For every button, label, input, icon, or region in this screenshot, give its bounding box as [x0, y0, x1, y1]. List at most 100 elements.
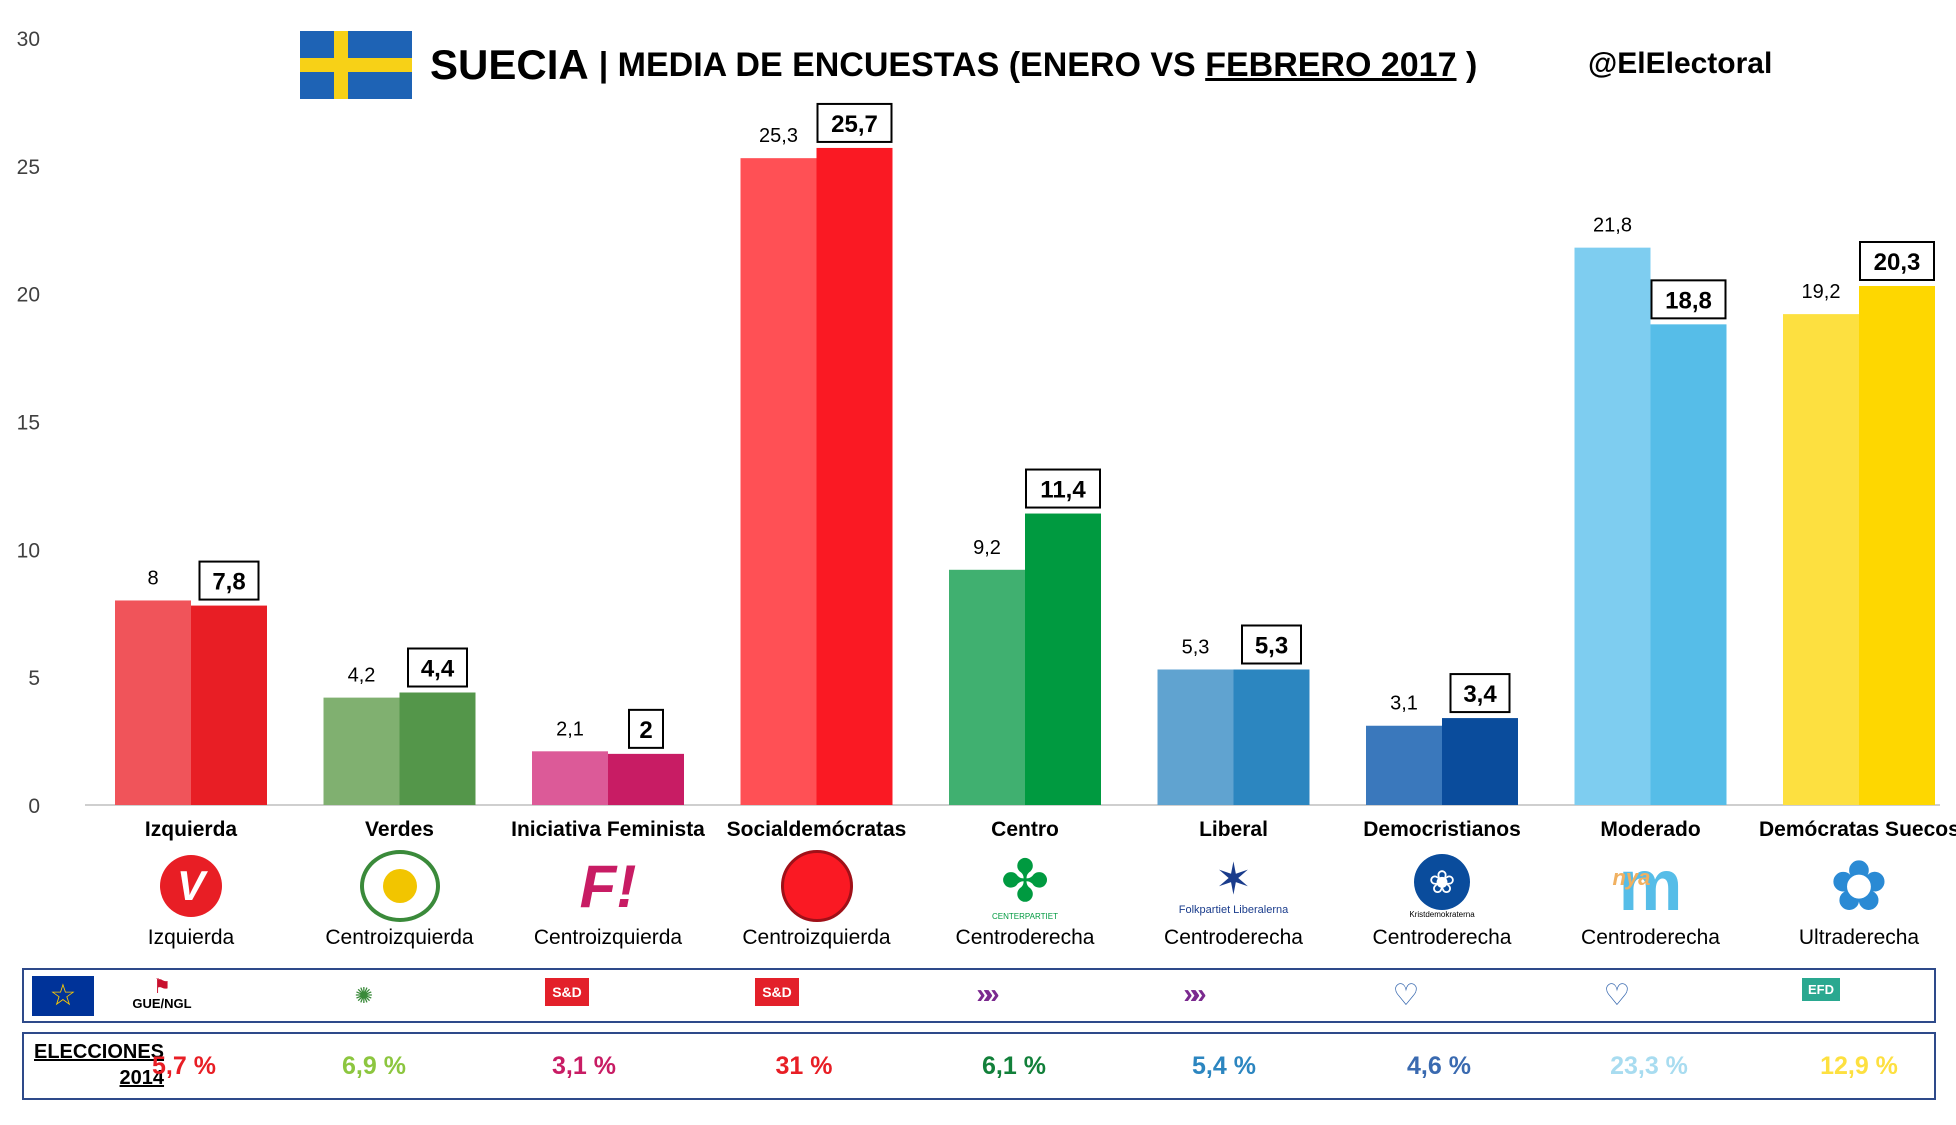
- data-label-febrero: 2: [639, 717, 652, 744]
- bar-febrero: [1442, 718, 1518, 805]
- election-2014-value: 6,9 %: [342, 1052, 406, 1080]
- subtitle-underlined: FEBRERO 2017: [1205, 45, 1457, 84]
- bar-enero: [1783, 314, 1859, 805]
- elections-label-line2: 2014: [119, 1067, 165, 1089]
- party-item: Moderado nya m Centroderecha: [1551, 818, 1751, 950]
- elections-2014-row: ELECCIONES 2014 5,7 % 6,9 % 3,1 % 31 % 6,1 %…: [22, 1032, 1936, 1100]
- data-label-febrero: 25,7: [831, 111, 878, 138]
- party-item: Verdes Centroizquierda: [300, 818, 500, 950]
- data-label-febrero: 5,3: [1255, 632, 1288, 659]
- bar-enero: [1366, 725, 1442, 805]
- party-item: Liberal ✶ Folkpartiet Liberalerna Centroder…: [1134, 818, 1334, 950]
- bar-enero: [740, 158, 817, 805]
- election-2014-value: 5,4 %: [1192, 1052, 1256, 1080]
- efd-icon: EFD: [1781, 978, 1861, 1001]
- data-label-box: [198, 560, 260, 601]
- party-ideology: Izquierda: [147, 926, 235, 949]
- party-ideology: Centroderecha: [1164, 926, 1303, 949]
- election-2014-value: 12,9 %: [1820, 1052, 1898, 1080]
- rose-icon: [717, 846, 917, 926]
- party-ideology: Centroizquierda: [533, 926, 683, 949]
- election-2014-value: 3,1 %: [552, 1052, 616, 1080]
- chart-subtitle: | MEDIA DE ENCUESTAS (ENERO VS FEBRERO 2…: [599, 46, 1478, 85]
- eu-flag-icon: ☆: [32, 976, 94, 1016]
- bar-enero: [532, 751, 608, 805]
- m-logo-icon: nya m: [1612, 846, 1683, 926]
- gue-ngl-icon: ⚑ GUE/NGL: [132, 976, 192, 1011]
- alde-chevron-icon: »»: [976, 978, 999, 1009]
- sweden-flag-icon: [300, 31, 412, 99]
- data-label-box: [1241, 624, 1302, 665]
- alde-chevron-icon: »»: [1183, 978, 1206, 1009]
- y-tick-label: 15: [17, 412, 40, 435]
- v-rose-icon: V: [91, 846, 291, 926]
- star-icon: ✶ Folkpartiet Liberalerna: [1178, 855, 1289, 917]
- eu-groups-row: ☆ ⚑ GUE/NGL ✺ S&D S&D »» »» ♡ ♡ EFD: [22, 968, 1936, 1023]
- bar-enero: [1574, 247, 1651, 805]
- party-item: Democristianos ❀ Kristdemokraterna Centrode…: [1342, 818, 1542, 950]
- sd-icon: S&D: [737, 978, 817, 1006]
- data-label-enero: 8: [147, 567, 158, 589]
- data-label-febrero: 18,8: [1665, 287, 1712, 314]
- election-2014-value: 23,3 %: [1610, 1052, 1688, 1080]
- bar-febrero: [399, 692, 476, 805]
- flower-circle-icon: ❀ Kristdemokraterna: [1342, 846, 1542, 926]
- bar-enero: [1157, 669, 1234, 805]
- data-label-enero: 3,1: [1390, 693, 1418, 715]
- data-label-box: [1650, 279, 1727, 320]
- data-label-box: [1859, 240, 1935, 281]
- party-name: Demócratas Suecos: [1759, 818, 1956, 841]
- party-name: Centro: [991, 818, 1059, 841]
- y-tick-label: 25: [17, 156, 40, 179]
- election-2014-value: 6,1 %: [982, 1052, 1046, 1080]
- party-name: Socialdemócratas: [726, 818, 907, 841]
- f-exclamation-icon: F!: [579, 852, 637, 920]
- party-item: Iniciativa Feminista F! Centroizquierda: [508, 818, 708, 950]
- data-label-box: [1025, 468, 1101, 509]
- data-label-febrero: 4,4: [421, 656, 455, 683]
- elections-label: ELECCIONES 2014: [34, 1039, 164, 1091]
- subtitle-prefix: | MEDIA DE ENCUESTAS (ENERO VS: [598, 45, 1206, 84]
- epp-heart-icon: ♡: [1392, 979, 1420, 1012]
- bar-febrero: [608, 753, 684, 805]
- bar-enero: [323, 697, 400, 805]
- bar-febrero: [191, 605, 267, 805]
- party-item: Centro ✤ CENTERPARTIET Centroderecha: [925, 818, 1125, 950]
- bar-chart: 0 5 10 15 20 25 30 8 7,8 4,2 4,4 2,1 2 25,3 25,7 9,2 11,…: [17, 28, 1940, 818]
- bar-febrero: [1233, 669, 1310, 805]
- data-label-febrero: 3,4: [1463, 681, 1497, 708]
- data-label-enero: 5,3: [1182, 636, 1210, 658]
- blue-flower-icon: ✿: [1829, 847, 1889, 925]
- party-row: Izquierda V Izquierda Verdes Centroizquierda…: [0, 818, 1956, 978]
- party-ideology: Centroderecha: [1581, 926, 1720, 949]
- party-name: Verdes: [365, 818, 434, 841]
- sd-icon: S&D: [527, 978, 607, 1006]
- y-tick-label: 20: [17, 284, 40, 307]
- bar-enero: [115, 600, 191, 805]
- party-item: Demócratas Suecos ✿ Ultraderecha: [1759, 818, 1956, 950]
- twitter-handle: @ElElectoral: [1588, 47, 1773, 80]
- data-label-box: [816, 102, 893, 143]
- data-label-febrero: 20,3: [1874, 249, 1921, 276]
- bar-enero: [949, 569, 1025, 805]
- data-label-box: [628, 708, 664, 749]
- party-item: Socialdemócratas Centroizquierda: [717, 818, 917, 950]
- subtitle-suffix: ): [1456, 45, 1478, 84]
- data-label-enero: 9,2: [973, 537, 1001, 559]
- data-label-enero: 4,2: [348, 665, 376, 687]
- bar-febrero: [1025, 513, 1101, 805]
- party-name: Izquierda: [144, 818, 238, 841]
- data-label-enero: 21,8: [1593, 215, 1632, 237]
- data-label-box: [1449, 673, 1511, 714]
- clover-icon: ✤ CENTERPARTIET: [992, 848, 1058, 921]
- party-name: Democristianos: [1363, 818, 1521, 841]
- epp-heart-icon: ♡: [1603, 979, 1631, 1012]
- data-label-enero: 25,3: [759, 125, 798, 147]
- party-ideology: Centroderecha: [955, 926, 1095, 949]
- y-tick-label: 10: [17, 539, 40, 562]
- party-ideology: Ultraderecha: [1798, 926, 1920, 949]
- data-label-febrero: 7,8: [212, 569, 245, 596]
- data-label-febrero: 11,4: [1040, 477, 1086, 504]
- elections-label-line1: ELECCIONES: [34, 1041, 165, 1063]
- party-item: Izquierda V Izquierda: [91, 818, 291, 950]
